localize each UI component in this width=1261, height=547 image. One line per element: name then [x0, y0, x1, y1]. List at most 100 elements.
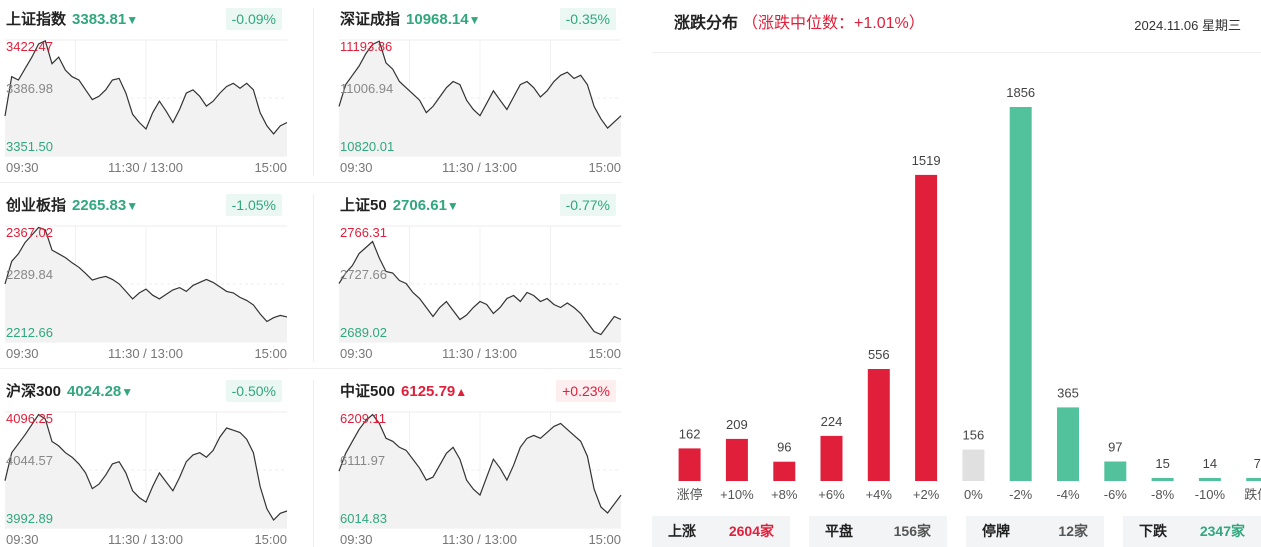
index-price: 2265.83▼	[72, 197, 138, 214]
index-price-value: 3383.81	[72, 11, 127, 28]
divider	[0, 368, 622, 369]
index-card[interactable]: 上证50 2706.61▼ -0.77% 2766.31 2727.66 2689.02 0…	[334, 186, 626, 372]
summary-down-label: 下跌	[1139, 523, 1167, 539]
time-mid-label: 11:30 / 13:00	[442, 532, 517, 547]
index-card[interactable]: 创业板指 2265.83▼ -1.05% 2367.02 2289.84 2212.66 0…	[0, 186, 292, 372]
time-mid-label: 11:30 / 13:00	[442, 346, 517, 361]
bar-value-label: 7	[1254, 456, 1261, 471]
divider	[313, 8, 314, 176]
bar-category-label: +4%	[866, 487, 893, 502]
index-change-badge: -0.50%	[225, 380, 282, 402]
index-change-badge: -1.05%	[225, 194, 282, 216]
bar-category-label: -4%	[1056, 487, 1080, 502]
index-price-value: 4024.28	[67, 383, 122, 400]
time-end-label: 15:00	[588, 160, 621, 175]
index-high-label: 2766.31	[340, 225, 387, 240]
bar-value-label: 14	[1203, 456, 1217, 471]
time-end-label: 15:00	[254, 532, 287, 547]
bar-category-label: +10%	[720, 487, 754, 502]
bar-category-label: 涨停	[677, 487, 703, 502]
bar-value-label: 1856	[1006, 85, 1035, 100]
index-mid-label: 2289.84	[6, 267, 53, 282]
arrow-down-icon: ▼	[121, 385, 134, 399]
bar-category-label: +8%	[771, 487, 798, 502]
arrow-down-icon: ▼	[446, 199, 459, 213]
distribution-bar-chart: 162 涨停 209 +10% 96 +8% 224 +6% 556 +4% 1519 +2% 156 0…	[677, 85, 1261, 502]
index-mid-label: 4044.57	[6, 453, 53, 468]
index-intraday-chart	[4, 411, 288, 529]
index-mid-label: 2727.66	[340, 267, 387, 282]
summary-suspended-value: 12家	[1058, 523, 1088, 539]
arrow-down-icon: ▼	[126, 13, 139, 27]
distribution-bar[interactable]	[962, 449, 985, 481]
bar-value-label: 224	[821, 414, 843, 429]
distribution-bar[interactable]	[678, 448, 701, 481]
time-mid-label: 11:30 / 13:00	[108, 346, 183, 361]
bar-category-label: -6%	[1104, 487, 1128, 502]
distribution-bar[interactable]	[1151, 478, 1174, 481]
distribution-bar[interactable]	[1246, 478, 1261, 481]
index-header: 中证500 6125.79▲ +0.23%	[340, 380, 624, 402]
time-end-label: 15:00	[588, 346, 621, 361]
index-high-label: 11193.86	[340, 39, 393, 54]
distribution-bar[interactable]	[1104, 461, 1127, 482]
summary-flat: 平盘 156家	[809, 516, 947, 547]
bar-category-label: +6%	[818, 487, 845, 502]
bar-value-label: 209	[726, 417, 748, 432]
index-low-label: 2212.66	[6, 325, 53, 340]
index-card[interactable]: 中证500 6125.79▲ +0.23% 6209.11 6111.97 6014.83…	[334, 372, 626, 547]
index-high-label: 3422.47	[6, 39, 53, 54]
index-mid-label: 6111.97	[340, 453, 386, 468]
distribution-bar[interactable]	[773, 461, 796, 481]
index-card[interactable]: 上证指数 3383.81▼ -0.09% 3422.47 3386.98 3351.50 0…	[0, 0, 292, 186]
summary-flat-value: 156家	[893, 523, 931, 539]
price-line	[338, 413, 622, 514]
summary-up: 上涨 2604家	[652, 516, 790, 547]
index-grid: 上证指数 3383.81▼ -0.09% 3422.47 3386.98 3351.50 0…	[0, 0, 630, 547]
distribution-bar[interactable]	[1057, 407, 1079, 481]
index-intraday-chart	[338, 39, 622, 157]
index-name: 创业板指	[6, 197, 67, 214]
distribution-title-text: 涨跌分布	[674, 15, 739, 32]
index-low-label: 2689.02	[340, 325, 387, 340]
bar-value-label: 96	[777, 440, 791, 455]
distribution-bar[interactable]	[1009, 107, 1032, 481]
time-start-label: 09:30	[6, 160, 39, 175]
time-mid-label: 11:30 / 13:00	[108, 532, 183, 547]
index-card[interactable]: 深证成指 10968.14▼ -0.35% 11193.86 11006.94 10820…	[334, 0, 626, 186]
price-area	[339, 41, 621, 157]
index-card[interactable]: 沪深300 4024.28▼ -0.50% 4096.25 4044.57 3992.89…	[0, 372, 292, 547]
index-header: 上证50 2706.61▼ -0.77%	[340, 194, 624, 216]
bar-category-label: 0%	[964, 487, 983, 502]
index-low-label: 10820.01	[340, 139, 395, 154]
index-mid-label: 3386.98	[6, 81, 53, 96]
price-area	[5, 227, 287, 342]
arrow-down-icon: ▼	[126, 199, 139, 213]
index-price-value: 6125.79	[401, 383, 456, 400]
distribution-bar[interactable]	[867, 369, 890, 481]
time-start-label: 09:30	[340, 160, 373, 175]
time-start-label: 09:30	[6, 346, 39, 361]
price-area	[5, 414, 287, 528]
time-start-label: 09:30	[6, 532, 39, 547]
distribution-bar[interactable]	[1198, 478, 1221, 481]
distribution-bar[interactable]	[820, 435, 843, 481]
distribution-bar[interactable]	[725, 438, 748, 481]
index-high-label: 6209.11	[340, 411, 387, 426]
summary-down-value: 2347家	[1199, 523, 1245, 539]
time-start-label: 09:30	[340, 346, 373, 361]
divider	[313, 380, 314, 547]
price-line	[4, 413, 288, 521]
distribution-bar[interactable]	[915, 174, 938, 481]
arrow-up-icon: ▲	[455, 385, 468, 399]
index-price-value: 2706.61	[392, 197, 447, 214]
summary-suspended-label: 停牌	[982, 523, 1010, 539]
divider	[652, 52, 1261, 53]
index-header: 沪深300 4024.28▼ -0.50%	[6, 380, 290, 402]
index-low-label: 6014.83	[340, 511, 387, 526]
price-line	[4, 39, 288, 135]
bar-category-label: -8%	[1151, 487, 1175, 502]
time-mid-label: 11:30 / 13:00	[108, 160, 183, 175]
summary-up-label: 上涨	[668, 523, 696, 539]
index-high-label: 4096.25	[6, 411, 53, 426]
